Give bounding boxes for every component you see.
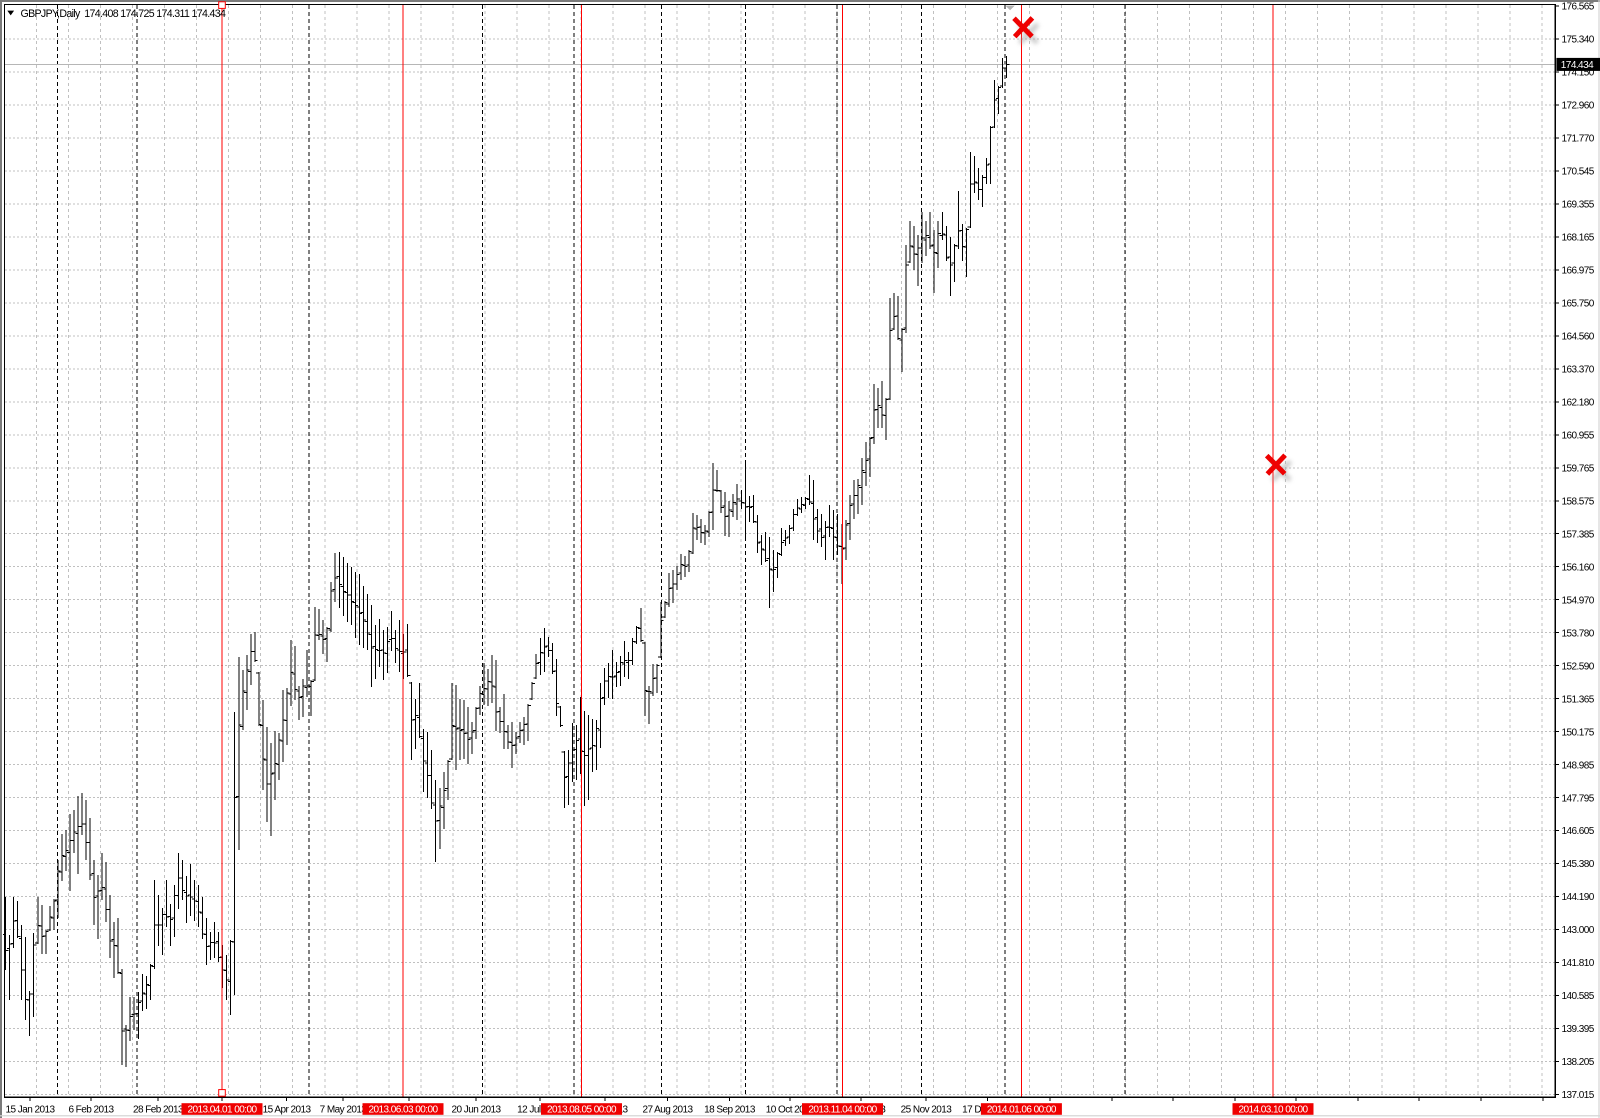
svg-text:138.205: 138.205: [1562, 1057, 1595, 1068]
svg-text:137.015: 137.015: [1562, 1090, 1595, 1101]
svg-text:154.970: 154.970: [1562, 595, 1595, 606]
svg-text:174.434: 174.434: [1561, 60, 1594, 71]
svg-text:168.165: 168.165: [1562, 232, 1595, 243]
svg-text:15 Apr 2013: 15 Apr 2013: [263, 1105, 312, 1116]
svg-text:28 Feb 2013: 28 Feb 2013: [133, 1105, 184, 1116]
svg-text:20 Jun 2013: 20 Jun 2013: [452, 1105, 502, 1116]
svg-text:172.960: 172.960: [1562, 101, 1595, 112]
svg-text:151.365: 151.365: [1562, 694, 1595, 705]
svg-text:18 Sep 2013: 18 Sep 2013: [704, 1105, 756, 1116]
svg-text:145.380: 145.380: [1562, 859, 1595, 870]
svg-text:GBPJPY,Daily 174.408 174.725: GBPJPY,Daily 174.408 174.725 174.311 174…: [21, 8, 227, 20]
svg-text:2014.03.10 00:00: 2014.03.10 00:00: [1238, 1105, 1308, 1116]
svg-text:12 Jul 2013: 12 Jul 2013: [517, 1105, 564, 1116]
svg-text:6 Feb 2013: 6 Feb 2013: [68, 1105, 114, 1116]
svg-text:148.985: 148.985: [1562, 760, 1595, 771]
svg-text:7 May 2013: 7 May 2013: [320, 1105, 368, 1116]
svg-text:140.585: 140.585: [1562, 991, 1595, 1002]
svg-text:2014.01.06 00:00: 2014.01.06 00:00: [987, 1105, 1057, 1116]
svg-text:2013.04.01 00:00: 2013.04.01 00:00: [187, 1105, 257, 1116]
svg-text:166.975: 166.975: [1562, 265, 1595, 276]
svg-text:163.370: 163.370: [1562, 364, 1595, 375]
svg-text:2013.06.03 00:00: 2013.06.03 00:00: [368, 1105, 438, 1116]
svg-text:171.770: 171.770: [1562, 134, 1595, 145]
svg-text:174.150: 174.150: [1562, 68, 1595, 79]
svg-text:153.780: 153.780: [1562, 628, 1595, 639]
svg-text:159.765: 159.765: [1562, 463, 1595, 474]
svg-text:143.000: 143.000: [1562, 925, 1595, 936]
svg-text:158.575: 158.575: [1562, 496, 1595, 507]
svg-text:25 Nov 2013: 25 Nov 2013: [901, 1105, 953, 1116]
svg-text:10 Oct 2013: 10 Oct 2013: [766, 1105, 815, 1116]
svg-text:150.175: 150.175: [1562, 727, 1595, 738]
svg-text:152.590: 152.590: [1562, 661, 1595, 672]
svg-text:2013.11.04 00:00: 2013.11.04 00:00: [808, 1105, 877, 1116]
svg-text:160.955: 160.955: [1562, 430, 1595, 441]
svg-text:15 Jan 2013: 15 Jan 2013: [6, 1105, 56, 1116]
svg-text:156.160: 156.160: [1562, 562, 1595, 573]
svg-text:2013.08.05 00:00: 2013.08.05 00:00: [547, 1105, 617, 1116]
svg-text:169.355: 169.355: [1562, 199, 1595, 210]
svg-text:175.340: 175.340: [1562, 35, 1595, 46]
svg-text:164.560: 164.560: [1562, 331, 1595, 342]
svg-text:141.810: 141.810: [1562, 958, 1595, 969]
svg-text:170.545: 170.545: [1562, 167, 1595, 178]
svg-text:157.385: 157.385: [1562, 529, 1595, 540]
svg-text:165.750: 165.750: [1562, 298, 1595, 309]
svg-text:162.180: 162.180: [1562, 397, 1595, 408]
svg-text:139.395: 139.395: [1562, 1024, 1595, 1035]
svg-text:147.795: 147.795: [1562, 793, 1595, 804]
svg-text:146.605: 146.605: [1562, 826, 1595, 837]
svg-text:176.565: 176.565: [1562, 2, 1595, 13]
svg-text:27 Aug 2013: 27 Aug 2013: [642, 1105, 693, 1116]
svg-text:144.190: 144.190: [1562, 892, 1595, 903]
